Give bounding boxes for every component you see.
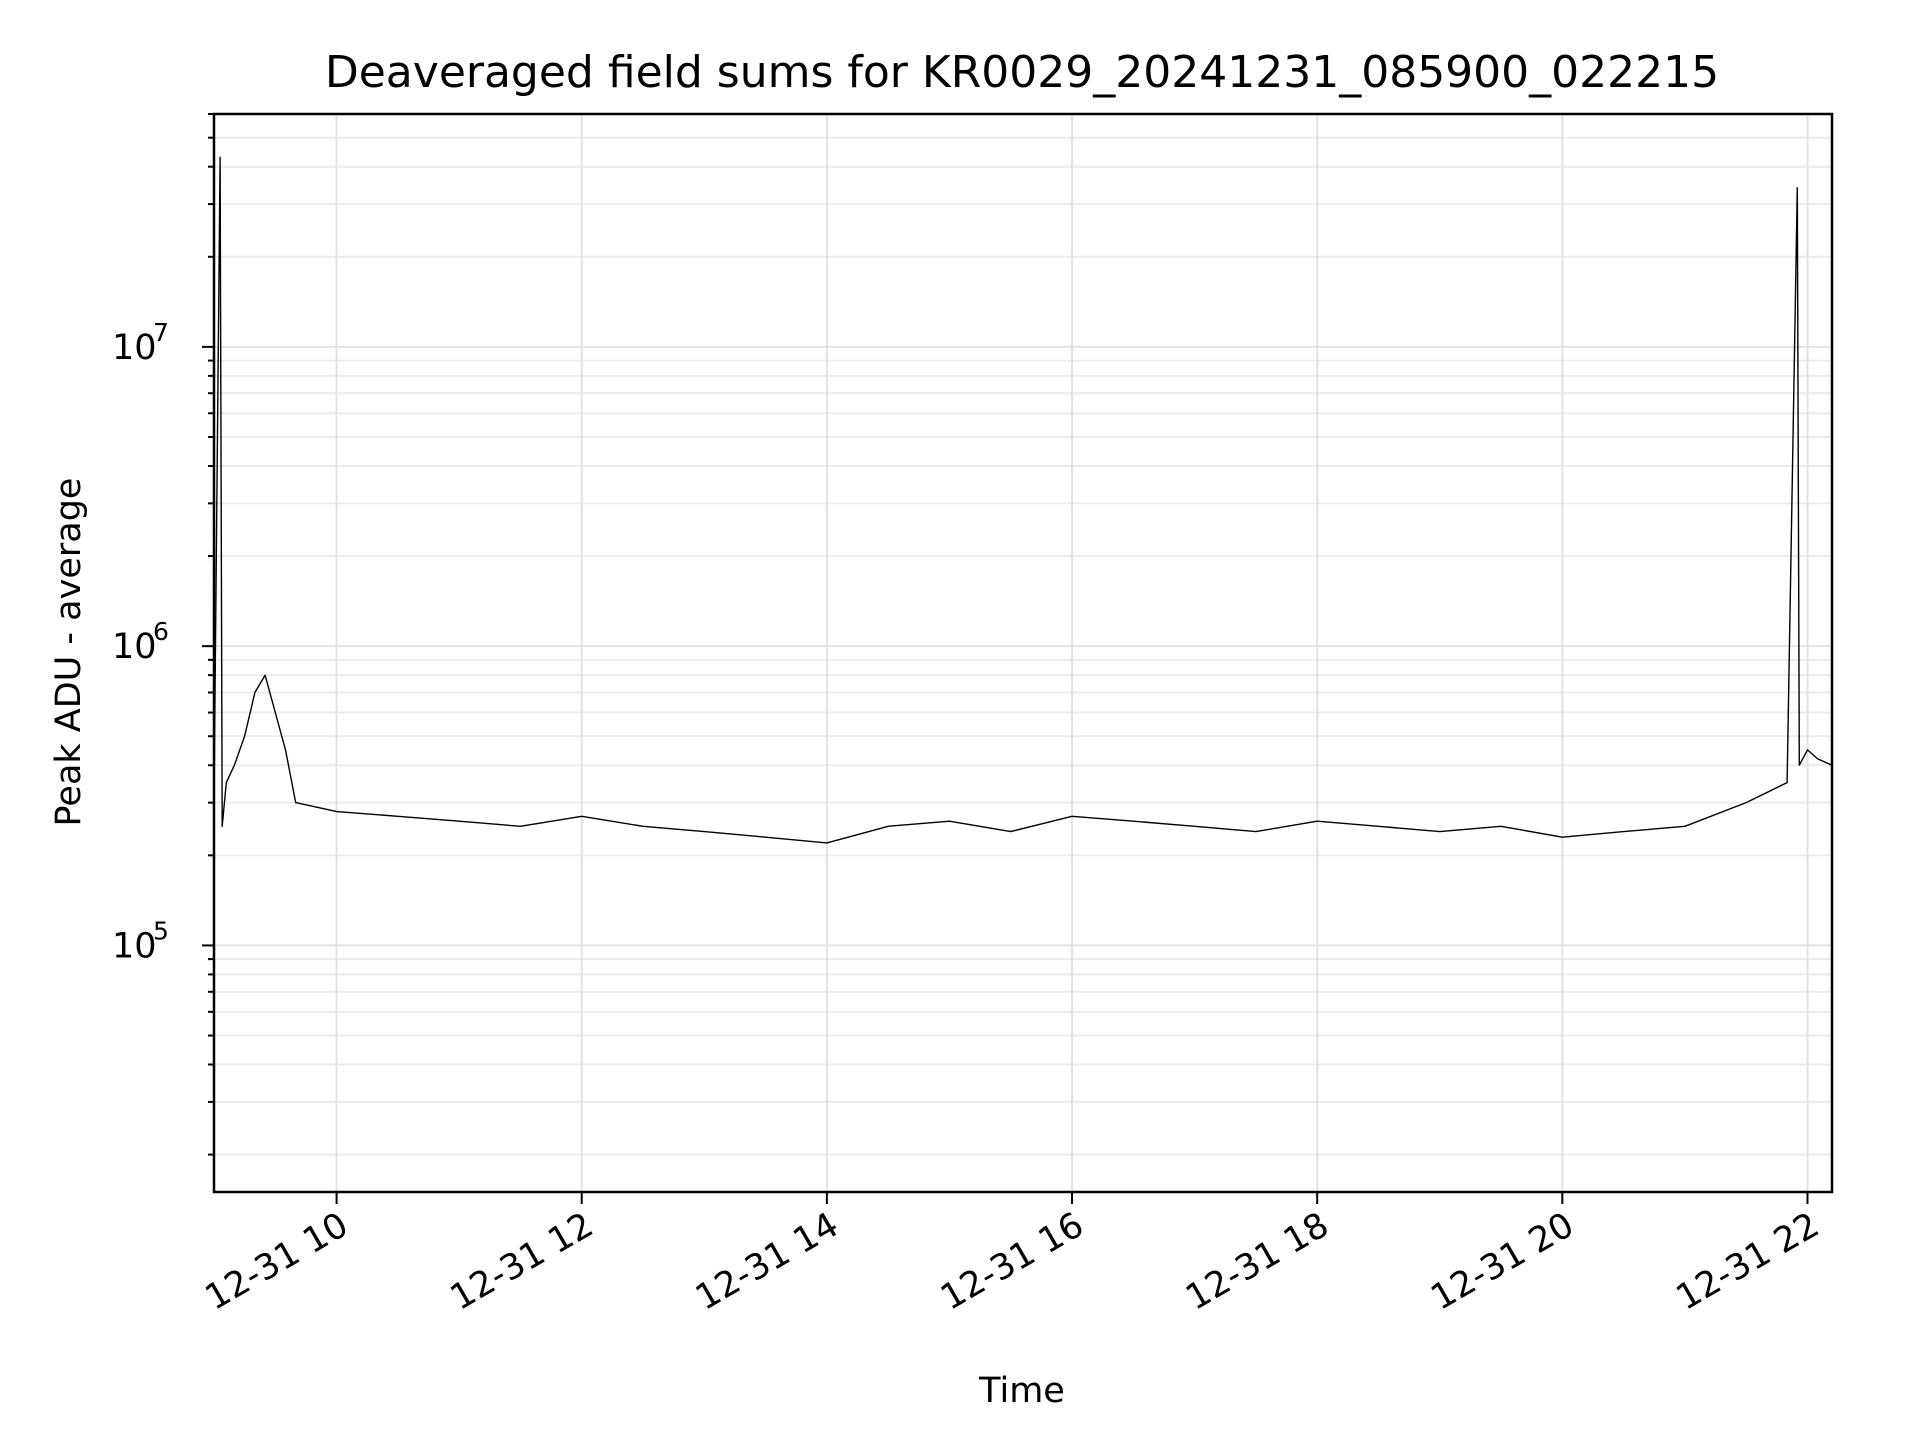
x-axis-label: Time: [978, 1371, 1065, 1411]
chart-title: Deaveraged field sums for KR0029_2024123…: [325, 47, 1719, 98]
y-tick-label-exponent: 5: [153, 916, 169, 945]
y-tick-label-base: 10: [112, 926, 157, 966]
y-tick-label-base: 10: [112, 627, 157, 667]
y-tick-label: 105: [112, 916, 169, 966]
y-tick-label-exponent: 7: [153, 318, 169, 347]
grid: [214, 113, 1832, 1192]
series-line: [213, 156, 1833, 844]
y-tick-label: 106: [112, 617, 169, 667]
plot-frame: [212, 112, 1834, 1194]
y-tick-label: 107: [112, 318, 169, 368]
y-tick-label-exponent: 6: [153, 617, 169, 646]
y-tick-label-base: 10: [112, 328, 157, 368]
y-axis-label: Peak ADU - average: [49, 478, 89, 827]
